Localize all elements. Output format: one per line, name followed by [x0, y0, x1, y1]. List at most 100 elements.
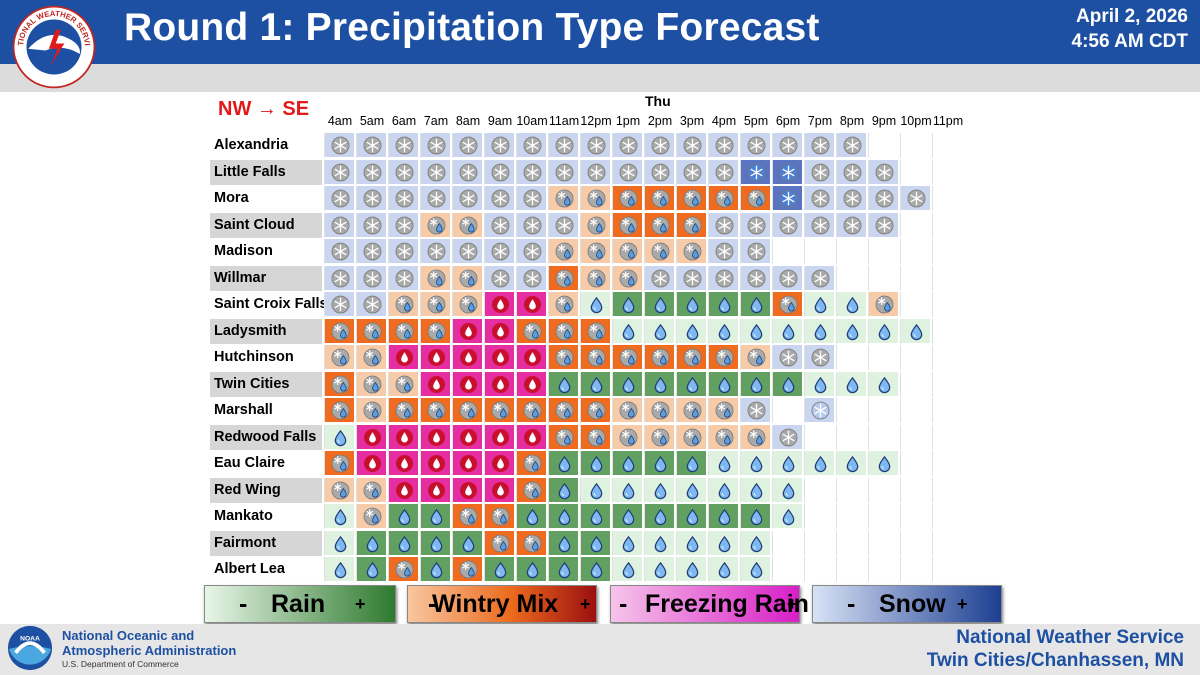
wintry-mix-icon	[523, 454, 542, 473]
forecast-cell	[740, 530, 771, 556]
forecast-cell	[516, 504, 547, 529]
forecast-cell	[420, 530, 451, 556]
forecast-cell	[644, 292, 675, 317]
wintry-mix-icon	[683, 216, 702, 234]
light-rain-icon	[846, 455, 859, 473]
light-rain-icon	[622, 561, 635, 579]
forecast-cell	[708, 133, 739, 158]
forecast-cell	[452, 557, 483, 582]
forecast-cell	[324, 557, 355, 582]
wintry-mix-icon	[395, 560, 414, 579]
forecast-cell	[708, 318, 739, 344]
day-label: Thu	[645, 93, 671, 109]
location-name: Red Wing	[214, 481, 281, 498]
forecast-cell	[868, 159, 899, 185]
rain-icon	[558, 376, 571, 393]
hour-label: 9am	[487, 114, 513, 128]
forecast-cell	[388, 424, 419, 450]
rain-icon	[622, 455, 635, 473]
rain-icon	[622, 376, 635, 393]
forecast-cell	[612, 371, 643, 397]
rain-icon	[430, 535, 443, 552]
forecast-cell	[900, 504, 931, 529]
wintry-mix-icon	[619, 348, 638, 367]
rain-icon	[622, 508, 635, 526]
forecast-cell	[580, 133, 611, 158]
light-snow-icon	[747, 216, 766, 234]
legend-freezing: - Freezing Rain +	[610, 585, 809, 623]
forecast-cell	[484, 133, 515, 158]
forecast-cell	[868, 424, 899, 450]
forecast-cell	[804, 265, 835, 291]
forecast-cell	[868, 451, 899, 476]
forecast-cell	[836, 557, 867, 582]
forecast-cell	[932, 557, 963, 582]
forecast-cell	[708, 530, 739, 556]
forecast-cell	[772, 318, 803, 344]
light-rain-icon	[686, 535, 699, 552]
location-name: Albert Lea	[214, 561, 285, 577]
forecast-cell	[356, 186, 387, 211]
freezing-rain-icon	[491, 295, 510, 314]
forecast-cell	[548, 212, 579, 238]
forecast-cell	[516, 530, 547, 556]
forecast-cell	[804, 530, 835, 556]
forecast-cell	[676, 292, 707, 317]
forecast-cell	[740, 371, 771, 397]
location-row: Madison	[210, 239, 322, 264]
rain-icon	[686, 455, 699, 473]
rain-icon	[558, 508, 571, 526]
rain-icon	[654, 296, 667, 314]
light-snow-icon	[363, 295, 382, 314]
light-rain-icon	[718, 535, 731, 552]
forecast-cell	[772, 530, 803, 556]
wintry-mix-icon	[395, 401, 414, 420]
freezing-rain-icon	[491, 454, 510, 473]
light-rain-icon	[654, 561, 667, 579]
light-snow-icon	[683, 136, 702, 155]
forecast-cell	[612, 345, 643, 370]
forecast-cell	[868, 292, 899, 317]
light-rain-icon	[718, 455, 731, 473]
forecast-cell	[740, 557, 771, 582]
rain-icon	[590, 535, 603, 552]
forecast-cell	[836, 159, 867, 185]
light-wintry-mix-icon	[459, 295, 478, 314]
forecast-cell	[484, 530, 515, 556]
forecast-cell	[548, 504, 579, 529]
light-snow-icon	[651, 136, 670, 155]
forecast-cell	[324, 265, 355, 291]
forecast-cell	[548, 292, 579, 317]
forecast-cell	[740, 451, 771, 476]
freezing-rain-icon	[427, 375, 446, 393]
location-name: Little Falls	[214, 163, 286, 180]
forecast-cell	[772, 186, 803, 211]
forecast-cell	[804, 318, 835, 344]
light-rain-icon	[814, 296, 827, 314]
forecast-cell	[324, 451, 355, 476]
forecast-cell	[772, 345, 803, 370]
forecast-cell	[868, 477, 899, 503]
wintry-mix-icon	[651, 189, 670, 208]
light-snow-icon	[331, 163, 350, 181]
forecast-cell	[612, 424, 643, 450]
issued-date: April 2, 2026	[1076, 6, 1188, 27]
forecast-cell	[932, 239, 963, 264]
light-rain-icon	[878, 323, 891, 340]
forecast-cell	[644, 318, 675, 344]
freezing-rain-icon	[491, 481, 510, 499]
light-snow-icon	[523, 189, 542, 208]
light-snow-icon	[331, 242, 350, 261]
light-rain-icon	[654, 482, 667, 499]
forecast-cell	[708, 477, 739, 503]
location-name: Willmar	[214, 269, 267, 286]
forecast-cell	[452, 212, 483, 238]
forecast-cell	[772, 133, 803, 158]
freezing-rain-icon	[491, 322, 510, 340]
light-snow-icon	[427, 189, 446, 208]
rain-icon	[686, 296, 699, 314]
forecast-cell	[388, 477, 419, 503]
light-snow-icon	[331, 136, 350, 155]
hour-label: 1pm	[615, 114, 641, 128]
legend-plus: +	[580, 594, 591, 614]
